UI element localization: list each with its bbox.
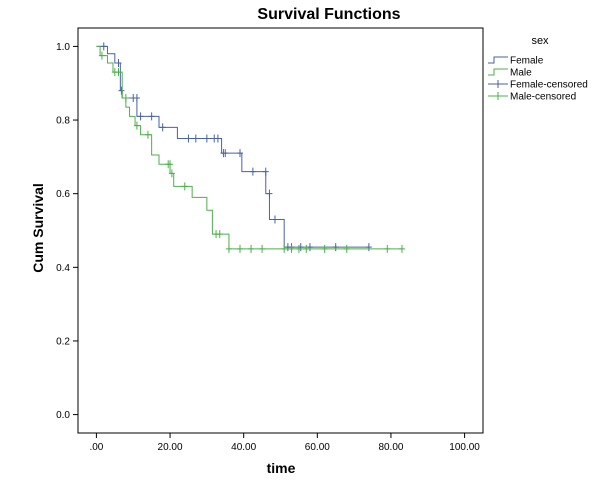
censored-mark-male xyxy=(295,244,302,253)
y-tick-label: 1.0 xyxy=(56,42,70,53)
x-tick-label: 80.00 xyxy=(378,442,403,453)
y-tick-label: 0.4 xyxy=(56,263,70,274)
censored-mark-male xyxy=(167,160,174,169)
censored-mark-female xyxy=(185,134,192,143)
censored-mark-female xyxy=(306,243,313,252)
censored-mark-female xyxy=(332,243,339,252)
censored-mark-female xyxy=(159,123,166,132)
censored-mark-female xyxy=(262,167,269,176)
x-tick-label: 60.00 xyxy=(305,442,330,453)
censored-mark-male xyxy=(343,244,350,253)
censored-mark-female xyxy=(203,134,210,143)
series-layer xyxy=(96,42,405,253)
legend-title: sex xyxy=(531,35,549,47)
y-tick-label: 0.2 xyxy=(56,336,70,347)
survival-line-female xyxy=(96,45,369,248)
x-tick-label: 100.00 xyxy=(449,442,480,453)
x-tick-label: 20.00 xyxy=(158,442,183,453)
x-axis-label: time xyxy=(267,460,296,476)
plot-frame xyxy=(77,27,484,434)
legend-label: Male xyxy=(510,68,532,79)
x-tick-label: 40.00 xyxy=(231,442,256,453)
censored-mark-male xyxy=(98,51,105,60)
y-tick-label: 0.8 xyxy=(56,116,70,127)
y-tick-label: 0.0 xyxy=(56,410,70,421)
censored-mark-male xyxy=(216,230,223,239)
censored-mark-male xyxy=(384,244,391,253)
legend: sex FemaleMaleFemale-censoredMale-censor… xyxy=(488,35,588,103)
x-axis-ticks: .00 20.00 40.00 60.00 80.00 100.00 xyxy=(89,433,480,453)
censored-mark-male xyxy=(168,169,175,178)
censored-mark-male xyxy=(144,130,151,139)
censored-mark-female xyxy=(365,243,372,252)
censored-mark-female xyxy=(192,134,199,143)
censored-mark-male xyxy=(281,244,288,253)
legend-swatch xyxy=(488,80,508,88)
censored-mark-male xyxy=(259,244,266,253)
y-axis-label: Cum Survival xyxy=(30,183,46,272)
censored-mark-male xyxy=(133,121,140,130)
legend-label: Female-censored xyxy=(510,80,588,91)
censored-mark-female xyxy=(137,112,144,121)
legend-swatch xyxy=(488,92,508,100)
y-axis-ticks: 0.0 0.2 0.4 0.6 0.8 1.0 xyxy=(56,42,78,421)
censored-mark-female xyxy=(148,112,155,121)
legend-swatch xyxy=(488,68,508,76)
legend-label: Female xyxy=(510,56,544,67)
censored-mark-female xyxy=(118,86,125,95)
chart-title: Survival Functions xyxy=(257,6,400,23)
censored-mark-male xyxy=(248,244,255,253)
censored-mark-female xyxy=(222,149,229,158)
x-tick-label: .00 xyxy=(89,442,103,453)
legend-swatch xyxy=(488,56,508,64)
censored-mark-male xyxy=(321,244,328,253)
censored-mark-female xyxy=(100,42,107,51)
legend-label: Male-censored xyxy=(510,92,576,103)
censored-mark-male xyxy=(303,244,310,253)
censored-mark-male xyxy=(399,244,405,253)
censored-mark-male xyxy=(225,244,232,253)
censored-mark-male xyxy=(115,68,122,77)
censored-mark-female xyxy=(115,58,122,67)
censored-mark-male xyxy=(122,93,129,102)
censored-mark-female xyxy=(271,215,278,224)
censored-mark-female xyxy=(237,149,243,158)
censored-mark-female xyxy=(214,134,221,143)
y-tick-label: 0.6 xyxy=(56,189,70,200)
censored-mark-male xyxy=(288,244,295,253)
censored-mark-male xyxy=(181,182,188,191)
censored-mark-female xyxy=(266,189,273,198)
censored-mark-male xyxy=(237,244,243,253)
censored-mark-female xyxy=(249,167,256,176)
censored-mark-female xyxy=(133,93,140,102)
survival-line-male xyxy=(96,45,402,250)
